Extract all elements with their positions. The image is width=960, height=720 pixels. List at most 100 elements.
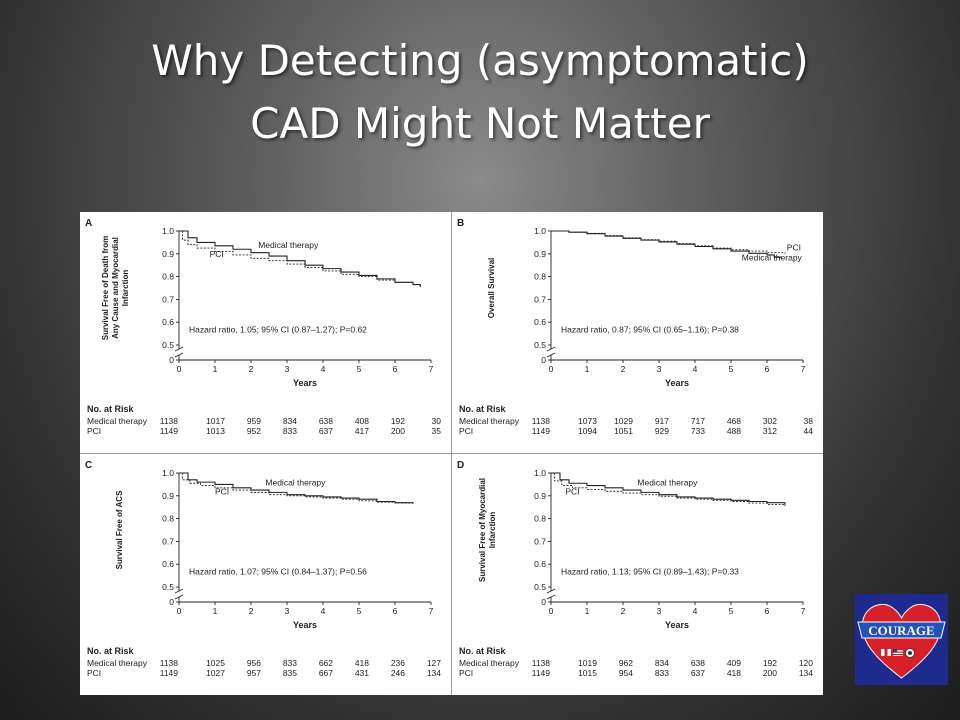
- x-tick-label: 1: [213, 364, 218, 374]
- y-tick-label: 0.9: [162, 249, 174, 259]
- risk-value: 638: [319, 416, 333, 426]
- y-tick-label: 0.6: [534, 317, 546, 327]
- risk-value: 733: [691, 426, 705, 436]
- x-tick-label: 3: [285, 364, 290, 374]
- km-figure: A Survival Free of Death fromAny Cause an…: [80, 212, 823, 695]
- risk-group-label: PCI: [459, 426, 473, 436]
- y-tick-label: 0.6: [162, 559, 174, 569]
- y-tick-label: 0.8: [534, 272, 546, 282]
- risk-value: 120: [799, 658, 813, 668]
- axis-break-mark: [174, 346, 184, 352]
- y-tick-label: 0.8: [162, 272, 174, 282]
- risk-value: 638: [691, 658, 705, 668]
- risk-value: 134: [427, 668, 441, 678]
- risk-value: 302: [763, 416, 777, 426]
- risk-value: 200: [391, 426, 405, 436]
- panel-letter: C: [85, 460, 92, 471]
- x-tick-label: 6: [393, 606, 398, 616]
- slide-title-line2: CAD Might Not Matter: [250, 99, 710, 148]
- risk-value: 1029: [614, 416, 633, 426]
- y-tick-label: 0.5: [534, 340, 546, 350]
- x-tick-label: 2: [621, 606, 626, 616]
- series-line-pci: [179, 230, 421, 286]
- chart-panel-a: A Survival Free of Death fromAny Cause an…: [85, 218, 441, 436]
- y-tick-label: 0.8: [534, 514, 546, 524]
- y-tick-label: 0.5: [534, 582, 546, 592]
- series-line-medical-therapy: [551, 230, 782, 259]
- y-tick-label: 0: [541, 597, 546, 607]
- series-label: PCI: [215, 487, 229, 497]
- risk-group-label: Medical therapy: [87, 658, 148, 668]
- risk-value: 127: [427, 658, 441, 668]
- x-tick-label: 5: [729, 606, 734, 616]
- slide-title-line1: Why Detecting (asymptomatic): [151, 36, 809, 85]
- panel-letter: A: [85, 218, 92, 229]
- x-tick-label: 5: [357, 364, 362, 374]
- risk-value: 246: [391, 668, 405, 678]
- risk-value: 468: [727, 416, 741, 426]
- x-tick-label: 4: [321, 364, 326, 374]
- chart-panel-d: D Survival Free of MyocardialInfarction 1.…: [457, 460, 813, 678]
- x-tick-label: 2: [621, 364, 626, 374]
- risk-value: 1025: [206, 658, 225, 668]
- risk-value: 312: [763, 426, 777, 436]
- logo-text: COURAGE: [868, 623, 934, 638]
- risk-value: 1138: [160, 658, 179, 668]
- km-figure-svg: A Survival Free of Death fromAny Cause an…: [80, 212, 823, 695]
- series-label: Medical therapy: [258, 240, 319, 250]
- risk-value: 833: [655, 668, 669, 678]
- risk-value: 1073: [578, 416, 597, 426]
- risk-value: 417: [355, 426, 369, 436]
- y-axis-label-line: Any Cause and Myocardial: [111, 237, 120, 339]
- y-tick-label: 0.6: [162, 317, 174, 327]
- risk-value: 1013: [206, 426, 225, 436]
- risk-value: 1051: [614, 426, 633, 436]
- risk-value: 192: [763, 658, 777, 668]
- x-tick-label: 2: [249, 606, 254, 616]
- x-tick-label: 0: [177, 606, 182, 616]
- x-tick-label: 0: [549, 606, 554, 616]
- risk-value: 833: [283, 426, 297, 436]
- axis-break-mark: [174, 594, 184, 600]
- y-axis-label-line: Overall Survival: [487, 258, 496, 318]
- risk-value: 637: [691, 668, 705, 678]
- risk-value: 1027: [206, 668, 225, 678]
- risk-value: 835: [283, 668, 297, 678]
- series-line-pci: [551, 472, 786, 507]
- chart-panel-c: C Survival Free of ACS 1.0 0.9 0.8 0.7 0.6 0.5 0…: [85, 460, 441, 678]
- risk-value: 833: [283, 658, 297, 668]
- risk-value: 917: [655, 416, 669, 426]
- y-axis-label-line: Infarction: [488, 512, 497, 549]
- series-label: Medical therapy: [265, 478, 326, 488]
- x-tick-label: 7: [801, 364, 806, 374]
- x-tick-label: 6: [765, 364, 770, 374]
- risk-value: 236: [391, 658, 405, 668]
- y-tick-label: 1.0: [534, 468, 546, 478]
- hazard-ratio-text: Hazard ratio, 1.13; 95% CI (0.89–1.43); …: [561, 566, 739, 576]
- risk-value: 134: [799, 668, 813, 678]
- y-axis-label-line: Infarction: [121, 270, 130, 307]
- courage-logo: COURAGE: [855, 594, 948, 685]
- risk-value: 409: [727, 658, 741, 668]
- risk-value: 1149: [160, 668, 179, 678]
- axis-break-mark: [174, 588, 184, 594]
- y-axis-label: Overall Survival: [487, 258, 496, 318]
- risk-value: 1138: [532, 658, 551, 668]
- x-tick-label: 6: [765, 606, 770, 616]
- x-tick-label: 3: [285, 606, 290, 616]
- risk-header: No. at Risk: [87, 404, 135, 414]
- panel-letter: D: [457, 460, 464, 471]
- y-tick-label: 0: [169, 355, 174, 365]
- risk-value: 834: [283, 416, 297, 426]
- x-tick-label: 2: [249, 364, 254, 374]
- x-axis-title: Years: [665, 620, 689, 630]
- risk-value: 717: [691, 416, 705, 426]
- panel-letter: B: [457, 218, 464, 229]
- risk-value: 1019: [578, 658, 597, 668]
- axis-break-mark: [546, 594, 556, 600]
- hazard-ratio-text: Hazard ratio, 1.05; 95% CI (0.87–1.27); …: [189, 324, 367, 334]
- risk-value: 1138: [532, 416, 551, 426]
- axis-break-mark: [546, 588, 556, 594]
- risk-value: 1138: [160, 416, 179, 426]
- hazard-ratio-text: Hazard ratio, 0.87; 95% CI (0.65–1.16); …: [561, 324, 739, 334]
